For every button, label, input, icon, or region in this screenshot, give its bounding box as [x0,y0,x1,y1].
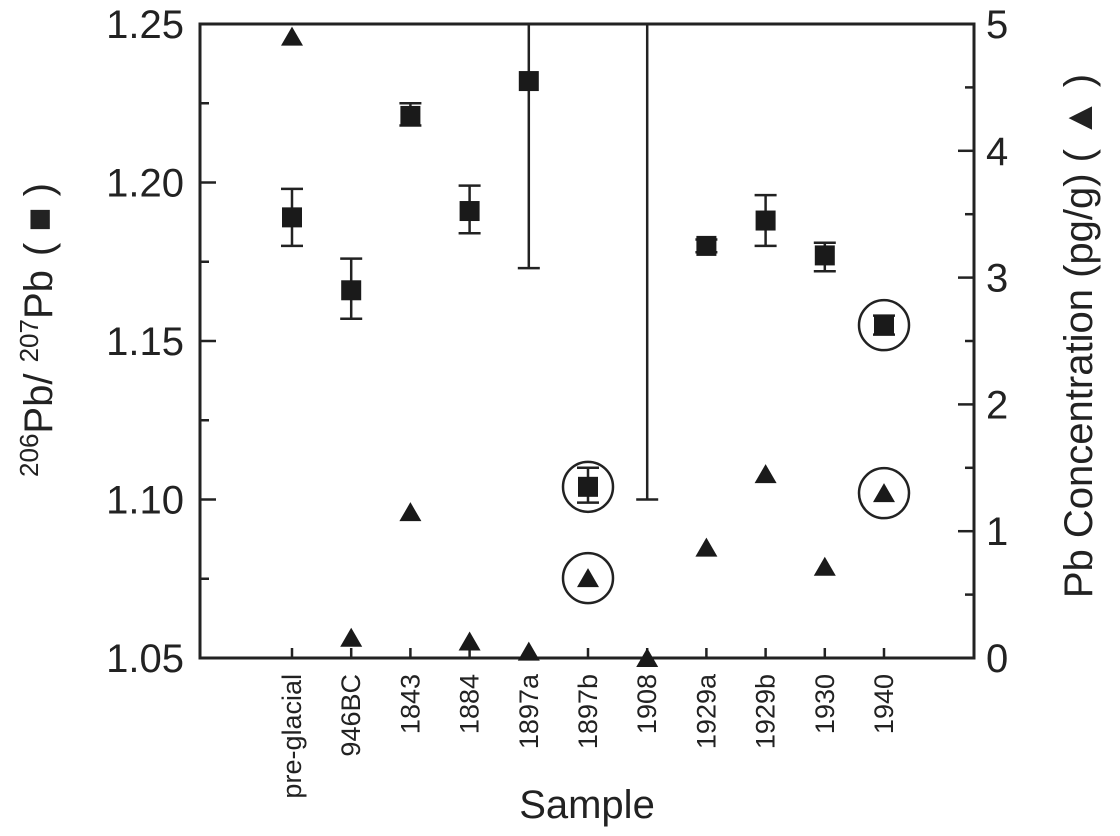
plot-frame [200,24,974,658]
data-marks [281,24,909,667]
left-tick-label: 1.05 [106,637,184,681]
concentration-triangle-point [814,557,836,576]
right-tick-label: 4 [986,130,1008,174]
ratio-square-point [519,71,539,91]
concentration-triangle-point [459,632,481,651]
ratio-square-point [341,280,361,300]
category-label: 1897b [573,674,603,749]
ratio-square-point [874,315,894,335]
x-axis-title: Sample [519,783,655,827]
concentration-triangle-point [399,502,421,521]
left-axis-title-sup1: 206 [14,434,44,477]
category-label: 1940 [869,674,899,734]
ratio-square-point [756,211,776,231]
category-label: 946BC [336,674,366,757]
left-tick-label: 1.10 [106,479,184,523]
concentration-triangle-point [281,27,303,46]
right-axis-ticks: 0 1 2 3 4 5 [958,3,1008,681]
category-label: pre-glacial [277,674,307,799]
category-label: 1929b [751,674,781,749]
category-label: 1908 [632,674,662,734]
category-ticks: pre-glacial 946BC 1843 1884 1897a 1897b 1908 19… [277,648,899,799]
left-axis-title: 206Pb/ 207Pb ( ■ ) [14,183,61,477]
concentration-triangle-point [755,464,777,483]
category-label: 1930 [810,674,840,734]
concentration-triangle-point [873,483,895,502]
concentration-triangle-point [695,538,717,557]
category-label: 1897a [514,673,544,749]
left-axis-title-tail: Pb [17,270,61,319]
left-tick-label: 1.20 [106,162,184,206]
ratio-square-point [578,477,598,497]
ratio-square-point [282,207,302,227]
right-tick-label: 1 [986,510,1008,554]
left-tick-label: 1.15 [106,320,184,364]
right-tick-label: 0 [986,637,1008,681]
ratio-square-point [460,201,480,221]
category-label: 1929a [691,673,721,749]
ratio-square-point [400,106,420,126]
left-axis-title-main: Pb/ [17,362,61,433]
left-axis-title-sup2: 207 [14,319,44,362]
left-tick-label: 1.25 [106,3,184,47]
left-axis-title-marker: ( ■ ) [17,183,61,256]
right-axis-title: Pb Concentration (pg/g) ( ▲ ) [1057,74,1101,598]
category-label: 1884 [455,674,485,734]
ratio-square-point [815,245,835,265]
right-tick-label: 3 [986,257,1008,301]
ratio-square-point [696,236,716,256]
right-tick-label: 5 [986,3,1008,47]
concentration-triangle-point [577,568,599,587]
concentration-triangle-point [518,642,540,661]
category-label: 1843 [395,674,425,734]
concentration-triangle-point [340,628,362,647]
right-tick-label: 2 [986,383,1008,427]
